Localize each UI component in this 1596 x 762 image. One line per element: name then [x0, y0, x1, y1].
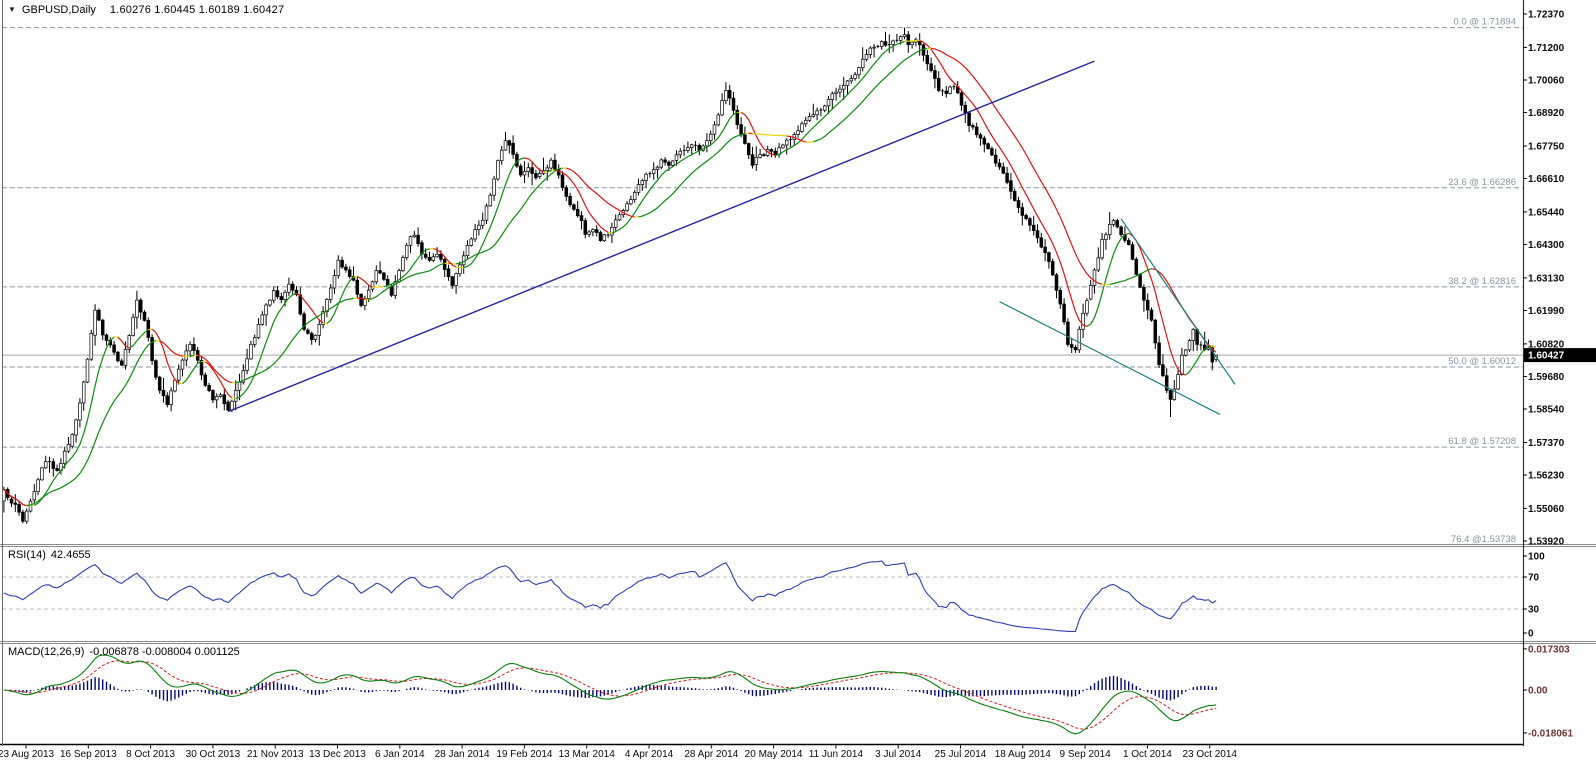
svg-text:1.60820: 1.60820	[1528, 339, 1565, 350]
symbol-period-label: GBPUSD,Daily	[21, 4, 96, 16]
svg-text:19 Feb 2014: 19 Feb 2014	[496, 749, 553, 760]
svg-text:1.66610: 1.66610	[1528, 174, 1565, 185]
svg-text:8 Oct 2013: 8 Oct 2013	[126, 749, 175, 760]
symbol-dropdown-icon[interactable]: ▼	[8, 5, 16, 14]
svg-text:0.0 @ 1.71894: 0.0 @ 1.71894	[1454, 17, 1516, 28]
svg-text:13 Mar 2014: 13 Mar 2014	[559, 749, 616, 760]
candle-wicks	[3, 27, 1217, 524]
svg-text:100: 100	[1528, 552, 1545, 563]
svg-text:1.61990: 1.61990	[1528, 306, 1565, 317]
current-price-tag	[1524, 348, 1596, 363]
rsi-line	[3, 560, 1217, 633]
rsi-value: 42.4655	[50, 549, 91, 561]
macd-main-line	[3, 654, 1217, 735]
svg-text:30: 30	[1528, 605, 1540, 616]
svg-text:9 Sep 2014: 9 Sep 2014	[1060, 749, 1112, 760]
svg-text:23 Oct 2014: 23 Oct 2014	[1182, 749, 1237, 760]
ma-fast	[3, 39, 1217, 507]
svg-text:1.65440: 1.65440	[1528, 207, 1565, 218]
svg-text:1.68920: 1.68920	[1528, 108, 1565, 119]
svg-text:0: 0	[1528, 629, 1534, 640]
svg-text:38.2 @ 1.62816: 38.2 @ 1.62816	[1448, 276, 1516, 287]
svg-text:50.0 @ 1.60012: 50.0 @ 1.60012	[1448, 356, 1516, 367]
svg-text:28 Apr 2014: 28 Apr 2014	[684, 749, 738, 760]
svg-text:1.63130: 1.63130	[1528, 273, 1565, 284]
svg-text:30 Oct 2013: 30 Oct 2013	[186, 749, 241, 760]
macd-panel[interactable]	[3, 654, 1217, 735]
svg-text:4 Apr 2014: 4 Apr 2014	[625, 749, 674, 760]
macd-histogram	[7, 675, 1217, 702]
rsi-axis-labels: 100 70 30 0	[1523, 552, 1545, 640]
macd-indicator-label: MACD(12,26,9) -0.006878 -0.008004 0.00112…	[8, 646, 240, 658]
svg-text:18 Aug 2014: 18 Aug 2014	[995, 749, 1052, 760]
current-price-tag-text: 1.60427	[1528, 351, 1565, 362]
macd-name: MACD(12,26,9)	[8, 646, 85, 658]
macd-values: -0.006878 -0.008004 0.001125	[89, 646, 240, 658]
time-axis[interactable]: 23 Aug 2013 16 Sep 2013 8 Oct 2013 30 Oct 2…	[0, 745, 1237, 761]
descending-channel-lines[interactable]	[999, 218, 1236, 416]
svg-text:1.53920: 1.53920	[1528, 537, 1565, 548]
svg-text:1.55060: 1.55060	[1528, 504, 1565, 515]
svg-text:70: 70	[1528, 573, 1540, 584]
svg-text:28 Jan 2014: 28 Jan 2014	[435, 749, 490, 760]
svg-text:6 Jan 2014: 6 Jan 2014	[375, 749, 425, 760]
svg-text:1.57370: 1.57370	[1528, 438, 1565, 449]
price-axis-labels[interactable]: 1.72370 1.71200 1.70060 1.68920 1.67750 1.666…	[1523, 10, 1596, 548]
svg-text:20 May 2014: 20 May 2014	[745, 749, 803, 760]
ma-slow	[3, 47, 1217, 507]
svg-text:25 Jul 2014: 25 Jul 2014	[935, 749, 987, 760]
svg-text:61.8 @ 1.57208: 61.8 @ 1.57208	[1448, 436, 1516, 447]
svg-text:13 Dec 2013: 13 Dec 2013	[309, 749, 366, 760]
svg-text:76.4 @1.53738: 76.4 @1.53738	[1451, 534, 1516, 545]
candlesticks	[2, 27, 1218, 524]
svg-text:1.59680: 1.59680	[1528, 372, 1565, 383]
svg-text:0.017303: 0.017303	[1528, 644, 1570, 655]
svg-text:1.72370: 1.72370	[1528, 10, 1565, 21]
panel-separators[interactable]	[0, 0, 1596, 746]
svg-text:0.00: 0.00	[1528, 686, 1548, 697]
svg-text:1.58540: 1.58540	[1528, 405, 1565, 416]
ascending-trendline[interactable]	[227, 60, 1095, 413]
svg-text:21 Nov 2013: 21 Nov 2013	[247, 749, 304, 760]
rsi-panel[interactable]	[2, 560, 1523, 633]
svg-text:1.70060: 1.70060	[1528, 76, 1565, 87]
main-chart-area[interactable]	[2, 27, 1523, 547]
macd-signal-line	[3, 660, 1217, 730]
svg-text:23 Aug 2013: 23 Aug 2013	[0, 749, 55, 760]
ohlc-values: 1.60276 1.60445 1.60189 1.60427	[109, 4, 285, 16]
svg-text:1.56230: 1.56230	[1528, 471, 1565, 482]
svg-text:1.71200: 1.71200	[1528, 43, 1565, 54]
rsi-indicator-label: RSI(14) 42.4655	[8, 549, 91, 561]
macd-axis-labels: 0.017303 0.00 -0.018061	[1523, 644, 1573, 739]
fib-level-labels: 0.0 @ 1.71894 23.6 @ 1.66286 38.2 @ 1.6281…	[1448, 17, 1516, 545]
svg-text:16 Sep 2013: 16 Sep 2013	[60, 749, 117, 760]
svg-text:1 Oct 2014: 1 Oct 2014	[1123, 749, 1172, 760]
fib-retracement-lines	[2, 27, 1523, 448]
svg-text:11 Jun 2014: 11 Jun 2014	[809, 749, 864, 760]
svg-text:3 Jul 2014: 3 Jul 2014	[875, 749, 922, 760]
rsi-name: RSI(14)	[8, 549, 46, 561]
svg-text:23.6 @ 1.66286: 23.6 @ 1.66286	[1448, 177, 1516, 188]
chart-title: ▼ GBPUSD,Daily 1.60276 1.60445 1.60189 1…	[8, 4, 284, 16]
svg-text:1.67750: 1.67750	[1528, 142, 1565, 153]
svg-text:-0.018061: -0.018061	[1528, 728, 1573, 739]
svg-text:1.64300: 1.64300	[1528, 240, 1565, 251]
